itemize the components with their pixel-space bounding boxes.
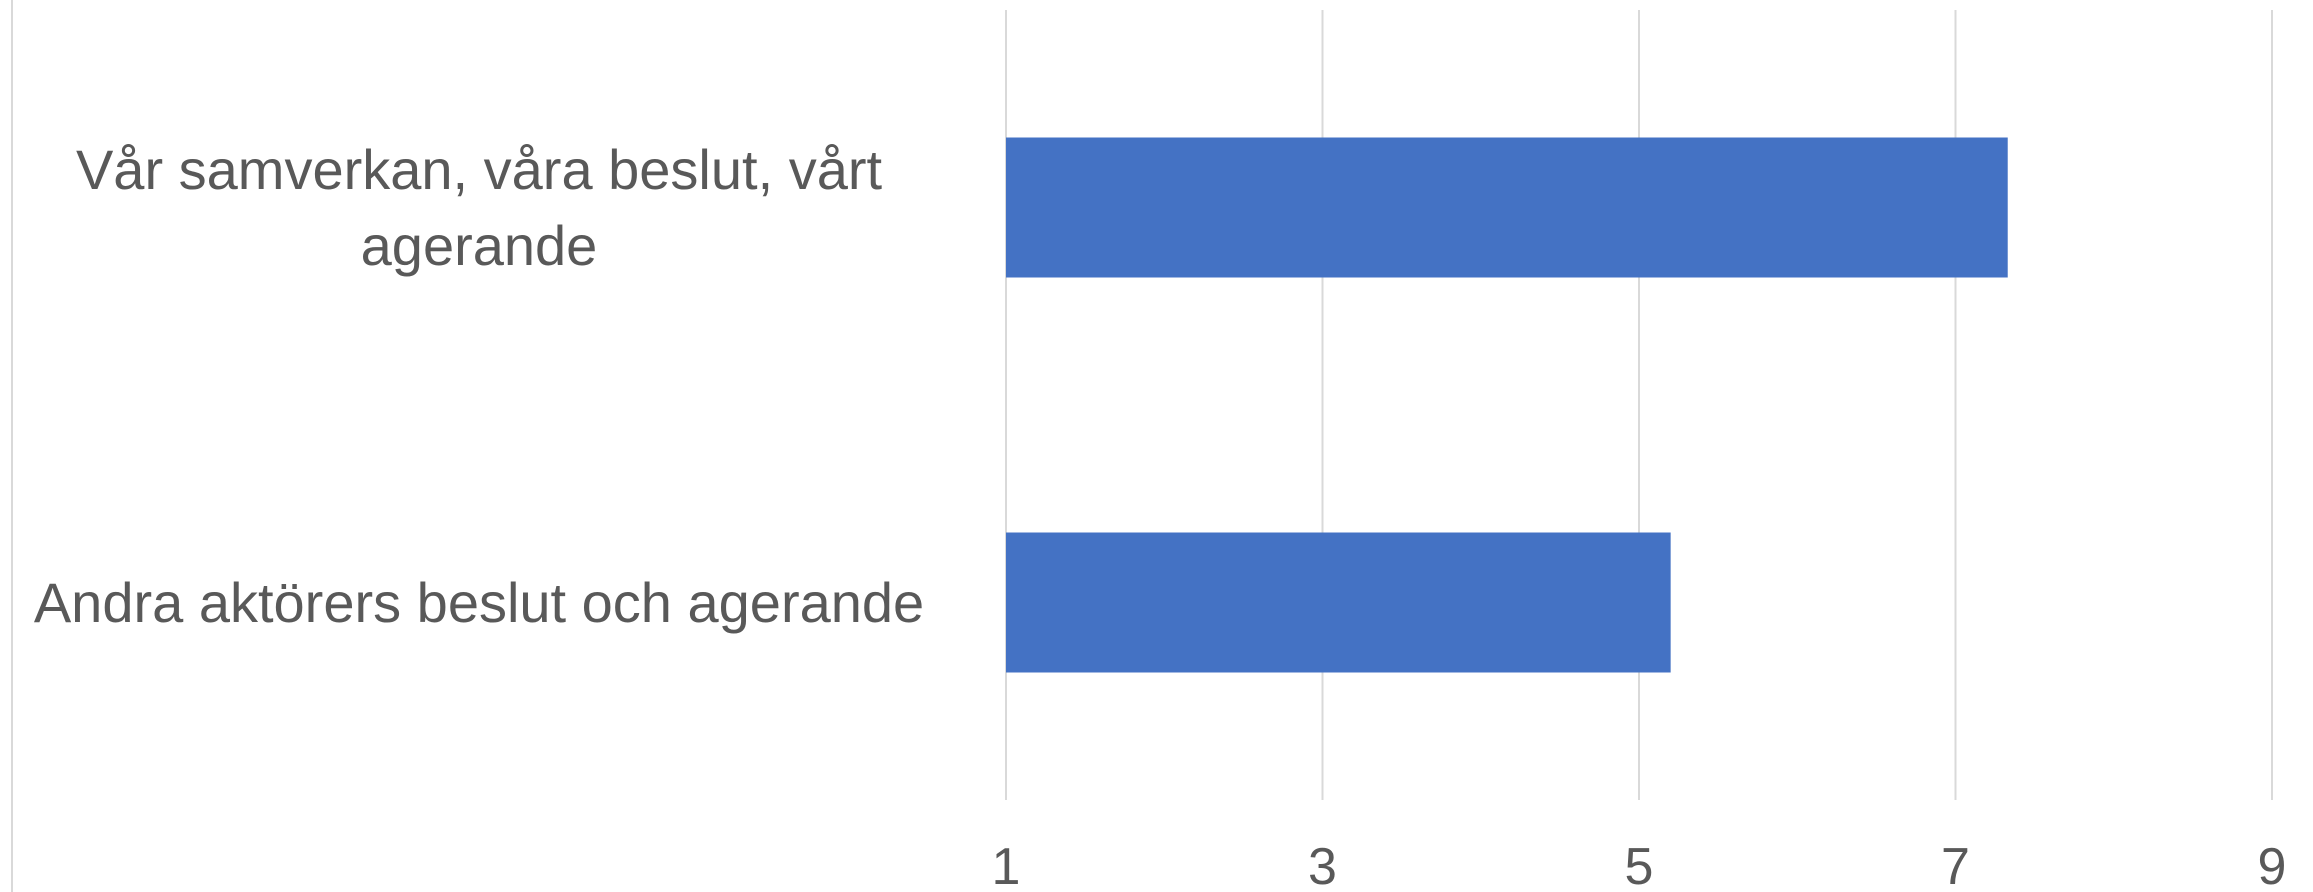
category-label: Andra aktörers beslut och agerande — [33, 570, 925, 634]
x-tick-label: 5 — [1625, 838, 1654, 892]
x-tick-label: 1 — [992, 838, 1021, 892]
bar — [1006, 137, 2008, 278]
x-tick-label: 3 — [1308, 838, 1337, 892]
x-tick-label: 7 — [1941, 838, 1970, 892]
category-label: Vår samverkan, våra beslut, vårt agerand… — [75, 137, 883, 277]
x-tick-label: 9 — [2258, 838, 2287, 892]
bar — [1006, 532, 1671, 673]
